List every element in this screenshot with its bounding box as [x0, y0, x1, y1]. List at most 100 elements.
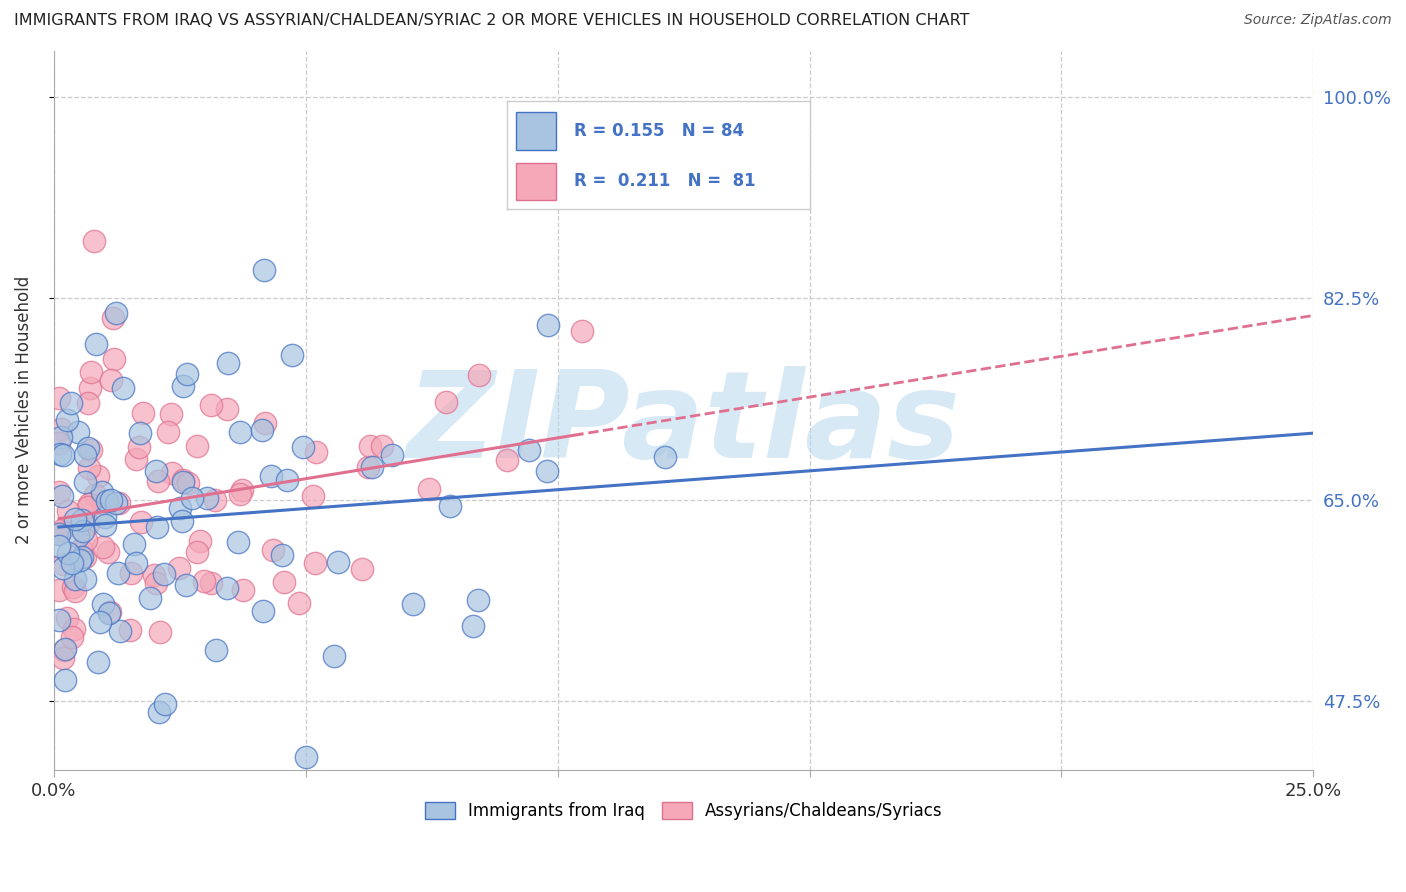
Point: [654, 450, 676, 464]
Point: [250, 423, 273, 437]
Point: [51, 523, 73, 537]
Point: [118, 624, 141, 638]
Point: [148, 474, 170, 488]
Point: [302, 489, 325, 503]
Point: [226, 535, 249, 549]
Point: [52, 650, 75, 665]
Point: [91, 496, 114, 510]
Point: [48, 525, 70, 540]
Point: [107, 566, 129, 580]
Point: [149, 625, 172, 640]
Point: [79, 381, 101, 395]
Point: [63, 583, 86, 598]
Point: [48, 391, 70, 405]
Point: [112, 381, 135, 395]
Point: [128, 426, 150, 441]
Point: [53, 673, 76, 687]
Point: [304, 556, 326, 570]
Point: [52, 557, 75, 571]
Point: [160, 467, 183, 481]
Point: [142, 568, 165, 582]
Point: [496, 452, 519, 467]
Point: [323, 648, 346, 663]
Point: [65, 512, 87, 526]
Point: [129, 515, 152, 529]
Point: [434, 394, 457, 409]
Point: [53, 642, 76, 657]
Point: [139, 591, 162, 606]
Point: [48, 485, 70, 500]
Point: [80, 443, 103, 458]
Point: [571, 325, 593, 339]
Point: [169, 500, 191, 515]
Point: [66, 529, 89, 543]
Point: [176, 367, 198, 381]
Point: [205, 643, 228, 657]
Point: [58, 545, 80, 559]
Point: [91, 541, 114, 555]
Point: [101, 311, 124, 326]
Point: [229, 487, 252, 501]
Point: [49, 447, 72, 461]
Point: [98, 606, 121, 620]
Point: [51, 422, 73, 436]
Point: [70, 513, 93, 527]
Point: [231, 483, 253, 497]
Point: [172, 474, 194, 488]
Point: [174, 577, 197, 591]
Point: [49, 430, 72, 444]
Point: [52, 643, 75, 657]
Point: [517, 442, 540, 457]
Point: [105, 495, 128, 509]
Point: [91, 597, 114, 611]
Point: [132, 406, 155, 420]
Point: [304, 444, 326, 458]
Point: [73, 550, 96, 565]
Point: [96, 493, 118, 508]
Point: [467, 592, 489, 607]
Point: [418, 482, 440, 496]
Point: [76, 442, 98, 456]
Point: [177, 476, 200, 491]
Point: [381, 448, 404, 462]
Point: [276, 473, 298, 487]
Point: [105, 306, 128, 320]
Point: [60, 396, 83, 410]
Point: [156, 425, 179, 439]
Point: [146, 520, 169, 534]
Point: [124, 556, 146, 570]
Point: [204, 492, 226, 507]
Point: [108, 624, 131, 638]
Point: [288, 596, 311, 610]
Point: [536, 464, 558, 478]
Point: [48, 435, 70, 450]
Point: [75, 475, 97, 490]
Point: [271, 548, 294, 562]
Point: [350, 562, 373, 576]
Point: [439, 499, 461, 513]
Point: [77, 500, 100, 515]
Point: [52, 561, 75, 575]
Point: [97, 545, 120, 559]
Point: [72, 524, 94, 538]
Point: [153, 566, 176, 581]
Point: [281, 348, 304, 362]
Point: [155, 698, 177, 712]
Point: [98, 605, 121, 619]
Point: [252, 604, 274, 618]
Point: [180, 491, 202, 506]
Point: [217, 356, 239, 370]
Point: [291, 440, 314, 454]
Point: [537, 318, 560, 333]
Point: [77, 516, 100, 531]
Point: [94, 518, 117, 533]
Y-axis label: 2 or more Vehicles in Household: 2 or more Vehicles in Household: [15, 277, 32, 544]
Point: [48, 527, 70, 541]
Point: [463, 619, 485, 633]
Point: [73, 448, 96, 462]
Point: [100, 493, 122, 508]
Point: [69, 542, 91, 557]
Point: [186, 545, 208, 559]
Point: [94, 509, 117, 524]
Point: [228, 425, 250, 440]
